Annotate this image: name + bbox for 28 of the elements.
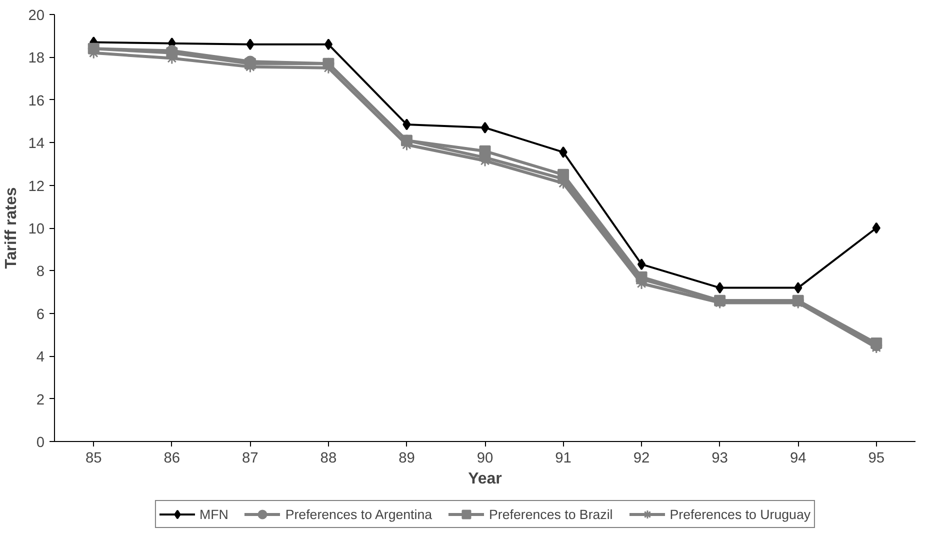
legend-label: Preferences to Brazil [489,506,613,522]
y-tick-label: 14 [28,136,45,152]
legend-label: Preferences to Uruguay [670,506,811,522]
y-tick-label: 8 [36,264,45,280]
y-tick-label: 12 [28,178,45,195]
x-tick-label: 92 [633,450,650,466]
legend-label: MFN [199,506,228,522]
y-tick-label: 20 [28,8,45,24]
y-tick-label: 4 [36,350,45,366]
x-tick-label: 87 [242,450,258,466]
x-tick-label: 85 [85,450,102,466]
legend-label: Preferences to Argentina [285,506,432,522]
y-axis-title: Tariff rates [3,187,20,269]
y-tick-label: 2 [36,392,45,408]
y-tick-label: 18 [28,50,45,67]
x-tick-label: 94 [790,450,806,466]
x-tick-label: 88 [320,450,337,466]
y-tick-label: 10 [28,222,45,238]
y-tick-label: 16 [28,93,45,110]
x-tick-label: 89 [398,450,415,466]
x-tick-label: 95 [868,450,885,466]
x-axis-title: Year [468,470,502,488]
x-tick-label: 86 [164,450,180,466]
x-tick-label: 90 [476,450,494,466]
y-tick-label: 6 [36,306,45,323]
y-tick-label: 0 [36,435,45,451]
x-tick-label: 93 [712,450,728,466]
x-tick-label: 91 [555,450,572,466]
